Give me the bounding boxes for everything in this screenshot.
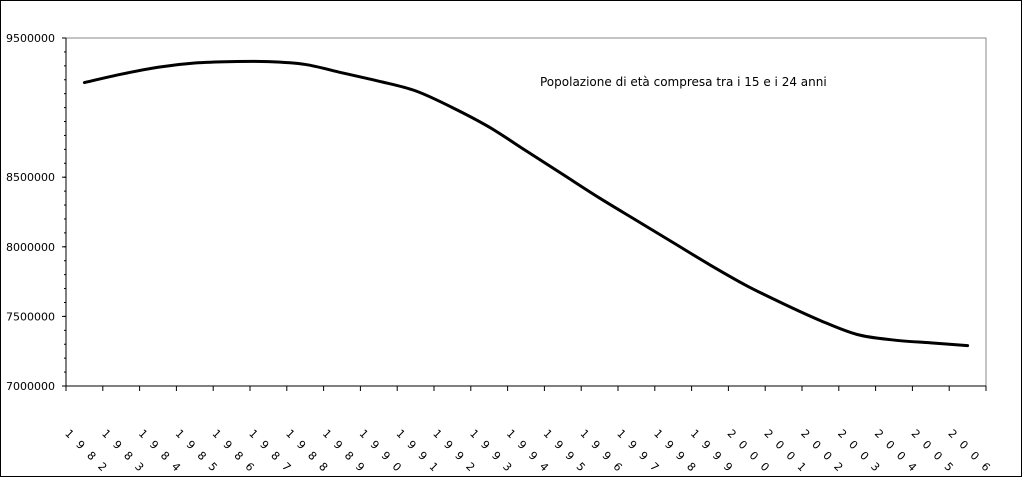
chart-annotation: Popolazione di età compresa tra i 15 e i…: [540, 75, 827, 89]
y-tick-label: 7500000: [6, 310, 55, 323]
series-line: [82, 59, 970, 348]
y-tick-label: 8000000: [6, 241, 55, 254]
y-axis-ticks: 7000000 7500000 8000000 8500000 9500000: [6, 32, 66, 393]
y-tick-label: 8500000: [6, 171, 55, 184]
y-tick-label: 9500000: [6, 32, 55, 45]
y-tick-label: 7000000: [6, 380, 55, 393]
